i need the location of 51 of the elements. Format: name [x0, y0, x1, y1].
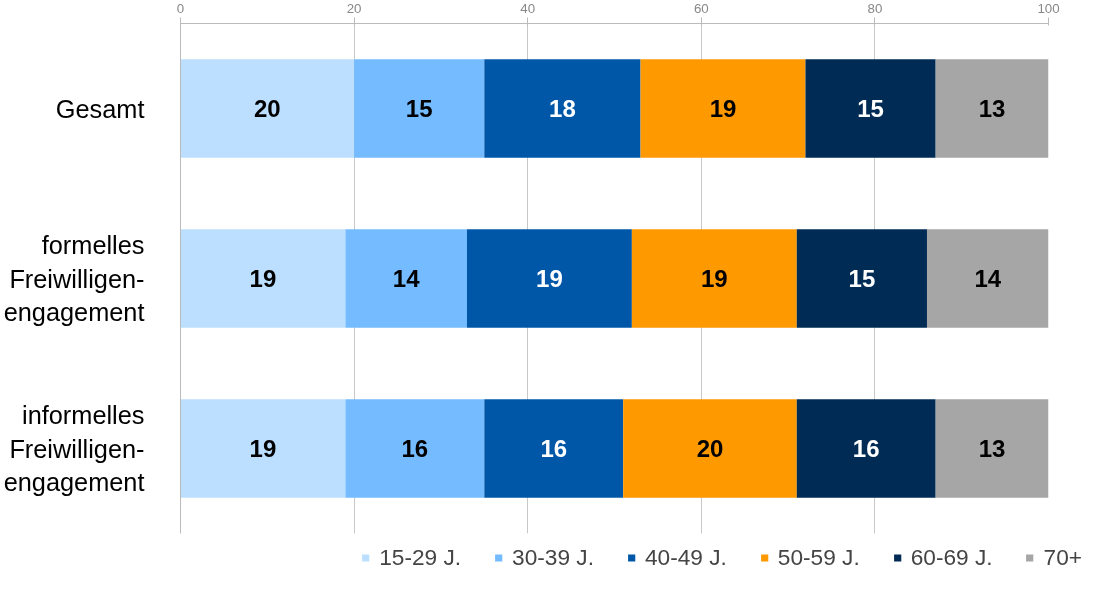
data-label: 19 — [709, 95, 737, 122]
bar — [354, 59, 485, 158]
x-tick-label: 20 — [346, 0, 362, 16]
bar — [796, 399, 936, 498]
data-label: 20 — [696, 435, 724, 462]
bar — [926, 229, 1049, 328]
y-tick-label: formelles Freiwilligen- engagement — [3, 230, 145, 327]
data-label: 19 — [700, 265, 728, 292]
legend-label: 50-59 J. — [777, 543, 860, 571]
bar — [180, 229, 346, 328]
x-tick-label: 60 — [693, 0, 709, 16]
bar — [935, 59, 1049, 158]
legend-label: 60-69 J. — [910, 543, 993, 571]
legend-label: 15-29 J. — [379, 543, 462, 571]
data-label: 18 — [549, 95, 576, 122]
data-label: 19 — [536, 265, 563, 292]
bar — [623, 399, 797, 498]
x-tick-label: 40 — [520, 0, 536, 16]
data-label: 13 — [978, 95, 1006, 122]
bar — [466, 229, 632, 328]
bar — [796, 229, 927, 328]
data-label: 15 — [405, 95, 433, 122]
bar — [484, 399, 624, 498]
bar — [345, 229, 467, 328]
bar — [484, 59, 641, 158]
bar — [935, 399, 1049, 498]
y-tick-label: Gesamt — [55, 94, 145, 123]
data-label: 16 — [401, 435, 429, 462]
x-tick-label: 0 — [176, 0, 185, 16]
bar — [631, 229, 797, 328]
data-label: 16 — [540, 435, 568, 462]
legend-label: 40-49 J. — [644, 543, 727, 571]
bar — [640, 59, 806, 158]
bar — [805, 59, 936, 158]
x-tick-label: 80 — [867, 0, 883, 16]
data-label: 19 — [249, 265, 277, 292]
legend-label: 30-39 J. — [512, 543, 594, 571]
data-label: 14 — [974, 265, 1002, 292]
data-label: 16 — [852, 435, 880, 462]
bar — [180, 59, 355, 158]
data-label: 15 — [857, 95, 884, 122]
bar — [180, 399, 346, 498]
data-label: 14 — [392, 265, 421, 292]
data-label: 20 — [253, 95, 281, 122]
legend-label: 70+ — [1043, 543, 1082, 571]
data-label: 13 — [978, 435, 1006, 462]
data-label: 19 — [249, 435, 277, 462]
y-tick-label: informelles Freiwilligen- engagement — [3, 400, 145, 497]
x-tick-label: 100 — [1037, 0, 1060, 16]
data-label: 15 — [848, 265, 876, 292]
bar — [345, 399, 485, 498]
